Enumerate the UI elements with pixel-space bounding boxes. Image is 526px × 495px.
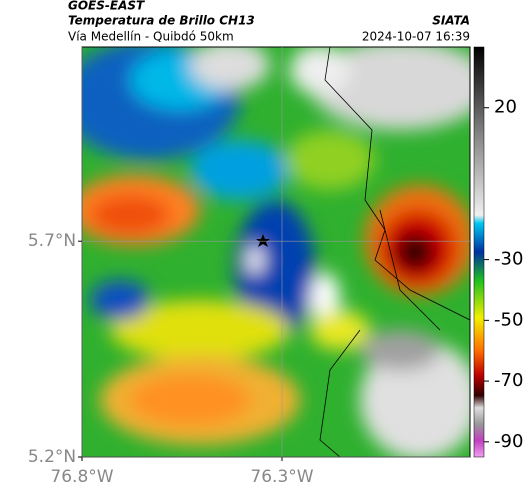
title: GOES-EAST bbox=[68, 0, 145, 13]
colorbar-tick-label: -50 bbox=[494, 309, 523, 330]
route: Vía Medellín - Quibdó 50km bbox=[68, 30, 234, 44]
colorbar-tick-label: -90 bbox=[494, 431, 523, 452]
x-tick-label: 76.3°W bbox=[250, 467, 313, 487]
source: SIATA bbox=[432, 14, 470, 28]
colorbar bbox=[473, 46, 485, 458]
datetime: 2024-10-07 16:39 bbox=[362, 30, 470, 44]
y-tick-label: 5.2°N bbox=[28, 447, 76, 467]
satellite-image bbox=[82, 47, 470, 457]
colorbar-tick-label: -30 bbox=[494, 249, 523, 270]
x-tick-label: 76.8°W bbox=[50, 467, 113, 487]
colorbar-tick-label: -70 bbox=[494, 370, 523, 391]
colorbar-tick-label: 20 bbox=[494, 97, 517, 118]
subtitle: Temperatura de Brillo CH13 bbox=[68, 14, 255, 28]
y-tick-label: 5.7°N bbox=[28, 231, 76, 251]
